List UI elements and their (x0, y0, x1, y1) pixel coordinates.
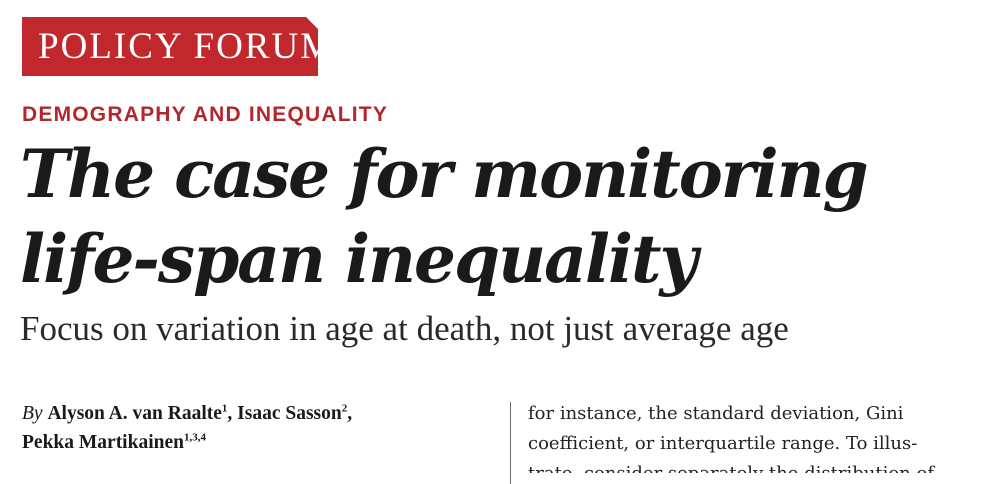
author-affiliation: 2 (341, 402, 348, 415)
author-name: Pekka Martikainen (22, 432, 184, 453)
body-line: for instance, the standard deviation, Gi… (528, 403, 904, 424)
title-line-2: life-span inequality (20, 220, 698, 298)
author-name: Isaac Sasson (237, 403, 342, 424)
author-separator: , (227, 403, 238, 424)
author-name: Alyson A. van Raalte (47, 403, 222, 424)
body-column: for instance, the standard deviation, Gi… (528, 399, 996, 484)
article-subtitle: Focus on variation in age at death, not … (20, 309, 789, 348)
article-title: The case for monitoring life-span inequa… (20, 132, 980, 302)
author-affiliation: 1,3,4 (183, 431, 206, 444)
section-label: DEMOGRAPHY AND INEQUALITY (22, 103, 389, 126)
policy-forum-banner: POLICY FORUM (22, 17, 318, 76)
title-line-1: The case for monitoring (20, 135, 869, 213)
byline-prefix: By (22, 403, 43, 424)
column-divider (510, 402, 511, 484)
author-separator: , (347, 403, 353, 424)
author-affiliation: 1 (221, 402, 228, 415)
body-line: coefficient, or interquartile range. To … (528, 433, 918, 454)
forum-label: POLICY FORUM (38, 26, 336, 67)
body-line-cut-off: trate, consider separately the distribut… (528, 459, 996, 473)
byline: By Alyson A. van Raalte1, Isaac Sasson2,… (22, 399, 492, 457)
